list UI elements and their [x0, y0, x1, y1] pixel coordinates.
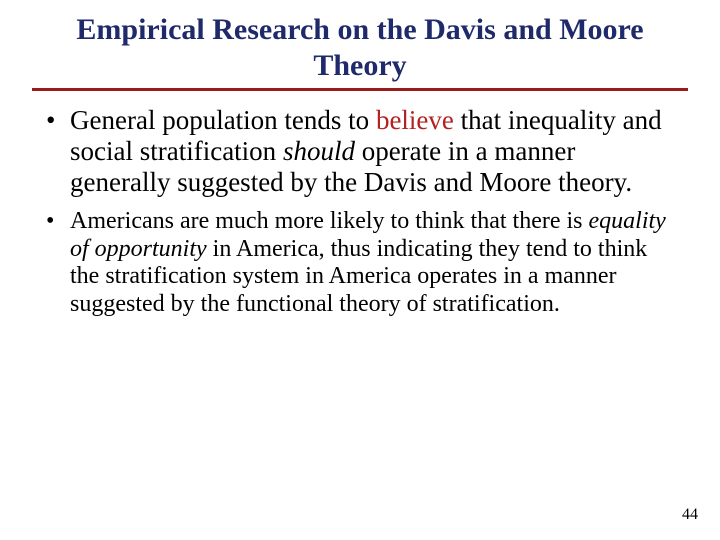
bullet-text-segment: believe [376, 105, 454, 135]
slide-title: Empirical Research on the Davis and Moor… [0, 0, 720, 84]
bullet-text-segment: General population tends to [70, 105, 376, 135]
bullet-text-segment: Americans are much more likely to think … [70, 208, 589, 234]
bullet-text-segment: should [283, 136, 355, 166]
bullet-dot-icon: • [46, 208, 54, 236]
bullet-dot-icon: • [46, 105, 55, 136]
page-number: 44 [682, 506, 698, 524]
bullet-item: •Americans are much more likely to think… [70, 208, 680, 318]
bullet-list: •General population tends to believe tha… [0, 91, 720, 319]
bullet-item: •General population tends to believe tha… [70, 105, 680, 198]
